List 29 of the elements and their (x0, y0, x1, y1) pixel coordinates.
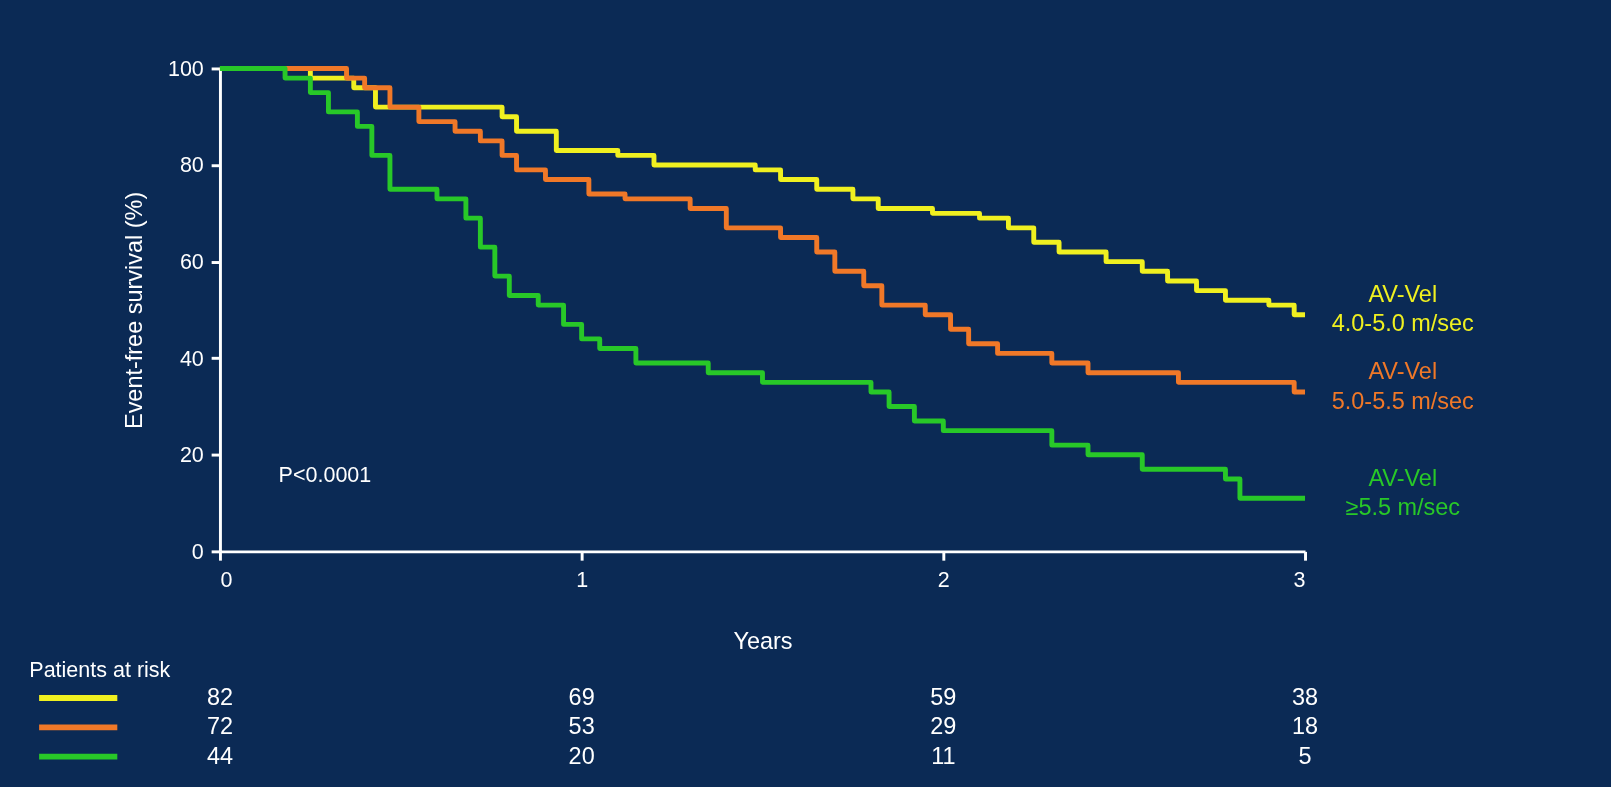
text: 11 (931, 742, 956, 769)
y-axis-title: Event-free survival (%) (120, 191, 147, 430)
y-tick-label: 20 (179, 443, 204, 468)
series-label: AV-Vel 5.0-5.5 m/sec (1331, 358, 1475, 414)
x-tick-label: 3 (1293, 568, 1306, 593)
y-tick-label: 60 (179, 249, 204, 274)
text: 53 (568, 713, 595, 740)
text: 29 (930, 713, 957, 740)
text: 18 (1291, 713, 1319, 740)
text: 69 (568, 683, 595, 710)
x-tick-label: 1 (576, 568, 589, 593)
text: 38 (1291, 683, 1319, 710)
x-axis-title: Years (733, 627, 793, 654)
text: 44 (206, 742, 233, 769)
y-tick-label: 80 (179, 153, 204, 178)
text: 20 (568, 742, 595, 769)
text: Patients at risk (29, 658, 171, 683)
annotation: P<0.0001 (278, 462, 372, 487)
x-tick-label: 2 (937, 568, 950, 593)
text: 59 (930, 683, 957, 710)
series-label: AV-Vel 4.0-5.0 m/sec (1331, 281, 1475, 337)
series-label: AV-Vel ≥5.5 m/sec (1345, 464, 1461, 520)
y-tick-label: 40 (179, 346, 204, 371)
text: 5 (1298, 742, 1312, 769)
x-tick-label: 0 (220, 568, 233, 593)
y-tick-label: 0 (191, 539, 204, 564)
text: 72 (206, 713, 233, 740)
text: 82 (206, 683, 233, 710)
y-tick-label: 100 (167, 56, 204, 81)
